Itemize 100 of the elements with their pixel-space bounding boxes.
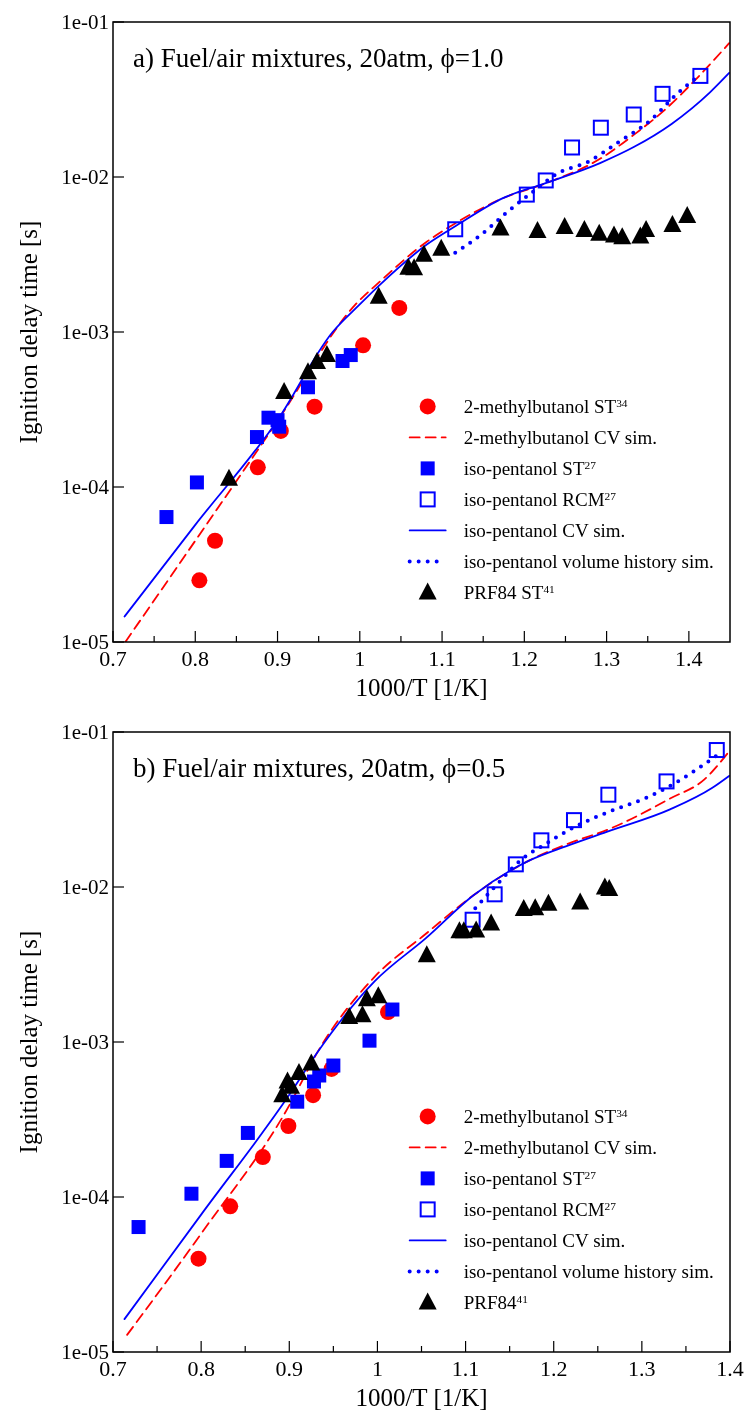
point	[405, 258, 424, 276]
point	[300, 380, 315, 395]
point	[454, 921, 473, 939]
point	[219, 1153, 234, 1168]
point	[417, 945, 436, 963]
x-tick-label: 0.8	[181, 646, 210, 671]
point	[555, 217, 574, 235]
point	[362, 1033, 377, 1048]
point	[678, 206, 697, 224]
legend-label: iso-pentanol RCM$^{27}$	[463, 489, 617, 511]
legend-label: 2-methylbutanol ST$^{34}$	[463, 396, 628, 418]
x-tick-label: 1.2	[539, 1356, 568, 1381]
point	[533, 832, 550, 849]
point	[600, 879, 619, 897]
point	[592, 119, 609, 136]
point	[565, 812, 582, 829]
x-tick-label: 1.3	[592, 646, 621, 671]
legend-label: 2-methylbutanol CV sim.	[463, 1137, 658, 1159]
point	[289, 1062, 308, 1080]
point	[191, 572, 208, 589]
legend-label: iso-pentanol RCM$^{27}$	[463, 1199, 617, 1221]
x-tick-label: 1.1	[428, 646, 456, 671]
legend-label: iso-pentanol CV sim.	[463, 1230, 626, 1252]
legend-label: 2-methylbutanol ST$^{34}$	[463, 1106, 628, 1128]
point	[340, 1006, 359, 1024]
text: a) Fuel/air mixtures, 20atm, ϕ=1.0	[133, 43, 504, 73]
point	[355, 337, 372, 354]
point	[663, 215, 682, 233]
legend-label: 2-methylbutanol CV sim.	[463, 427, 658, 449]
point	[280, 1118, 297, 1135]
point	[131, 1220, 146, 1235]
point	[590, 223, 609, 241]
x-tick-label: 1.4	[716, 1356, 744, 1381]
x-tick-label: 1.4	[675, 646, 703, 671]
x-axis-title: 1000/T [1/K]	[355, 674, 488, 701]
point	[708, 742, 725, 759]
legend-label: iso-pentanol ST$^{27}$	[463, 1168, 597, 1190]
point	[692, 67, 709, 84]
point	[625, 106, 642, 123]
x-axis-title: 1000/T [1/K]	[355, 1384, 488, 1411]
point	[613, 227, 632, 245]
point	[507, 856, 524, 873]
legend-label: iso-pentanol volume history sim.	[463, 1261, 714, 1283]
point	[571, 892, 590, 910]
point	[414, 244, 433, 262]
y-axis-title: Ignition delay time [s]	[15, 220, 42, 444]
legend-label: PRF84$^{41}$	[463, 1292, 529, 1314]
point	[272, 419, 287, 434]
point	[222, 1198, 239, 1215]
point	[190, 1250, 207, 1267]
point	[658, 773, 675, 790]
legend-label: iso-pentanol ST$^{27}$	[463, 458, 597, 480]
text: b) Fuel/air mixtures, 20atm, ϕ=0.5	[133, 753, 506, 783]
point	[207, 532, 224, 549]
point	[467, 920, 486, 938]
point	[575, 220, 594, 238]
y-tick-label: 1e-02	[61, 165, 109, 189]
legend-label: PRF84 ST$^{41}$	[463, 582, 556, 604]
point	[306, 398, 323, 415]
point	[385, 1002, 400, 1017]
point	[298, 362, 317, 380]
point	[343, 348, 358, 363]
point	[249, 459, 266, 476]
point	[654, 85, 671, 102]
point	[539, 893, 558, 911]
point	[369, 286, 388, 304]
point	[326, 1058, 341, 1073]
point	[486, 886, 503, 903]
legend-label: iso-pentanol CV sim.	[463, 520, 626, 542]
point	[353, 1005, 372, 1023]
point	[369, 986, 388, 1004]
y-tick-label: 1e-04	[61, 475, 110, 499]
point	[391, 299, 408, 316]
point	[600, 786, 617, 803]
y-tick-label: 1e-01	[61, 10, 109, 34]
point	[528, 220, 547, 238]
point	[249, 430, 264, 445]
point	[184, 1186, 199, 1201]
point	[432, 238, 451, 256]
point	[240, 1125, 255, 1140]
x-tick-label: 1.2	[510, 646, 539, 671]
x-tick-label: 1	[354, 646, 366, 671]
y-tick-label: 1e-01	[61, 720, 109, 744]
x-tick-label: 0.9	[275, 1356, 304, 1381]
y-axis-title: Ignition delay time [s]	[15, 930, 42, 1154]
point	[305, 1087, 322, 1104]
y-tick-label: 1e-03	[61, 1030, 109, 1054]
point	[464, 911, 481, 928]
x-tick-label: 1.1	[451, 1356, 480, 1381]
x-tick-label: 0.8	[187, 1356, 215, 1381]
point	[282, 1076, 301, 1094]
point	[189, 475, 204, 490]
y-tick-label: 1e-02	[61, 875, 109, 899]
point	[220, 468, 238, 486]
x-tick-label: 0.9	[263, 646, 292, 671]
point	[254, 1149, 271, 1166]
point	[308, 352, 327, 370]
point	[482, 913, 501, 931]
point	[357, 989, 376, 1007]
point	[518, 186, 535, 203]
